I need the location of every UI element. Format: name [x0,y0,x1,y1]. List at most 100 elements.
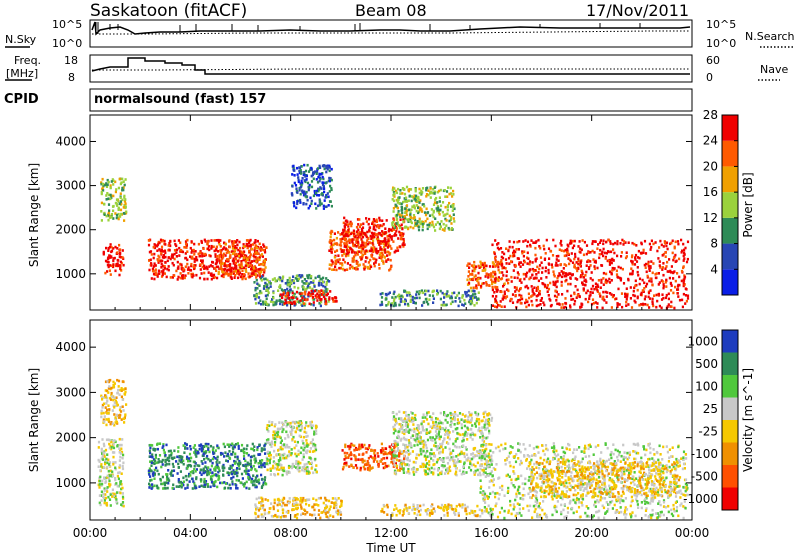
data-cell [230,266,233,270]
data-cell [101,182,104,186]
data-cell [118,443,121,447]
data-cell [119,413,122,417]
data-cell [682,259,685,262]
data-cell [309,447,312,450]
data-cell [568,262,571,266]
data-cell [186,238,189,242]
data-cell [439,208,442,212]
data-cell [640,291,643,295]
data-cell [516,257,519,260]
data-cell [178,484,182,488]
data-cell [662,285,665,288]
data-cell [666,260,669,264]
data-cell [253,458,256,461]
data-cell [335,249,339,252]
data-cell [302,193,306,197]
data-cell [481,263,484,267]
data-cell [589,293,592,297]
data-cell [433,192,436,195]
data-cell [390,302,393,306]
data-cell [237,263,240,267]
data-cell [315,432,318,435]
data-cell [272,430,275,434]
data-cell [409,213,412,216]
data-cell [358,246,361,249]
data-cell [108,479,111,483]
data-cell [288,446,291,449]
data-cell [158,272,161,275]
data-cell [427,189,430,192]
data-cell [678,257,681,261]
data-cell [160,460,164,464]
data-cell [156,486,159,490]
data-cell [179,241,182,244]
data-cell [335,506,338,509]
data-cell [521,251,524,255]
data-cell [535,298,538,302]
data-cell [681,305,684,309]
data-cell [635,260,639,263]
data-cell [593,287,596,291]
data-cell [269,457,272,460]
data-cell [185,443,188,447]
data-cell [120,447,123,451]
data-cell [223,264,226,267]
data-cell [315,207,318,210]
data-cell [536,287,540,291]
data-cell [110,386,113,390]
data-cell [222,442,225,446]
data-cell [119,260,122,264]
data-cell [254,516,257,520]
data-cell [255,269,258,272]
data-cell [680,251,683,254]
data-cell [547,287,551,291]
data-cell [306,466,309,469]
data-cell [168,479,171,482]
data-cell [412,214,416,217]
data-cell [330,263,333,267]
data-cell [617,265,620,269]
data-cell [100,201,103,205]
data-cell [245,254,248,258]
data-cell [232,243,235,247]
data-cell [155,466,158,470]
data-cell [332,300,335,303]
data-cell [431,220,434,224]
data-cell [303,163,306,167]
data-cell [584,274,587,277]
data-cell [453,291,456,295]
data-cell [327,204,330,207]
data-cell [171,256,174,259]
data-cell [501,271,504,274]
data-cell [354,235,357,239]
data-cell [109,243,112,246]
data-cell [235,267,238,270]
data-cell [370,248,373,252]
data-cell [247,272,250,275]
data-cell [563,263,566,266]
data-cell [100,463,103,466]
data-cell [122,461,125,465]
data-cell [214,449,217,452]
data-cell [527,286,530,290]
data-cell [270,441,273,445]
data-cell [344,254,348,258]
data-cell [669,282,673,285]
data-cell [389,245,392,248]
data-cell [527,303,530,307]
data-cell [233,240,236,243]
data-cell [372,257,375,260]
data-cell [358,445,361,449]
data-cell [351,257,354,260]
data-cell [260,447,263,450]
data-cell [385,304,388,307]
data-cell [111,474,115,478]
data-cell [644,266,647,269]
data-cell [354,455,357,458]
data-cell [271,421,274,424]
data-cell [277,472,280,476]
data-cell [620,292,624,295]
data-cell [631,241,634,245]
data-cell [255,508,258,511]
data-cell [164,251,167,255]
